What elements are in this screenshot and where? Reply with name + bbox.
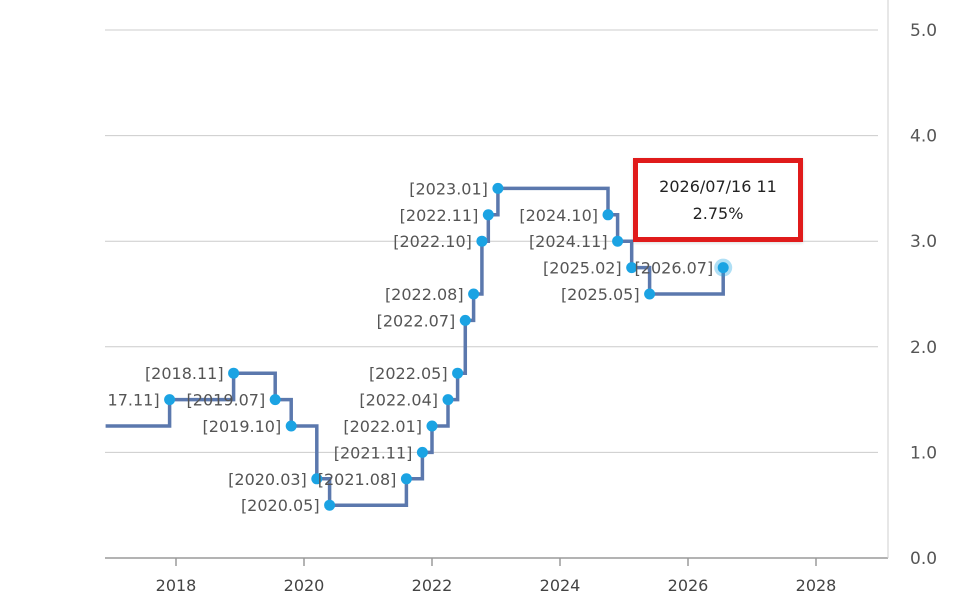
data-points: [164, 182, 733, 511]
data-point: [468, 288, 480, 300]
data-point: [602, 209, 614, 221]
y-axis-ticks: 0.0 1.0 2.0 3.0 4.0 5.0: [910, 21, 937, 569]
data-point-label: [2022.11]: [400, 206, 479, 225]
data-point-label: [2025.05]: [561, 285, 640, 304]
data-point-label: [2026.07]: [635, 259, 714, 278]
data-point: [476, 235, 488, 247]
y-tick-label: 4.0: [910, 127, 937, 147]
data-point: [400, 473, 412, 485]
data-point: [311, 473, 323, 485]
data-point-label: [2021.11]: [334, 443, 413, 462]
x-tick-label: 2028: [796, 576, 837, 595]
data-point-label: [2022.04]: [359, 391, 438, 410]
series-line: [105, 186, 725, 507]
y-tick-label: 5.0: [910, 21, 937, 41]
data-point: [269, 394, 281, 406]
data-point: [717, 262, 729, 274]
data-point-label: 17.11]: [108, 391, 160, 410]
y-tick-label: 0.0: [910, 549, 937, 569]
data-point-label: [2022.08]: [385, 285, 464, 304]
data-point: [285, 420, 297, 432]
data-point: [164, 394, 176, 406]
data-point: [416, 446, 428, 458]
data-point-label: [2021.08]: [318, 470, 397, 489]
x-tick-label: 2018: [156, 576, 197, 595]
data-point-label: [2022.10]: [393, 232, 472, 251]
data-point-label: [2022.07]: [377, 311, 456, 330]
tooltip-date: 2026/07/16 11: [659, 177, 777, 196]
data-point-label: [2020.03]: [228, 470, 307, 489]
data-point-label: [2024.10]: [519, 206, 598, 225]
data-point: [482, 209, 494, 221]
data-point-label: [2022.01]: [343, 417, 422, 436]
x-tick-label: 2020: [284, 576, 325, 595]
x-axis-ticks: 2018 2020 2022 2024 2026 2028: [156, 558, 837, 595]
data-point: [452, 367, 464, 379]
data-point: [626, 262, 638, 274]
data-point: [612, 235, 624, 247]
step-line: [105, 186, 725, 507]
axes: [105, 0, 889, 559]
y-tick-label: 2.0: [910, 338, 937, 358]
data-point-label: [2022.05]: [369, 364, 448, 383]
data-point-label: [2018.11]: [145, 364, 224, 383]
data-point: [644, 288, 656, 300]
data-point-label: [2020.05]: [241, 496, 320, 515]
data-point: [426, 420, 438, 432]
x-tick-label: 2024: [540, 576, 581, 595]
y-tick-label: 1.0: [910, 443, 937, 463]
hover-tooltip: 2026/07/16 11 2.75%: [633, 158, 803, 242]
data-point-label: [2025.02]: [543, 259, 622, 278]
data-point-label: [2023.01]: [409, 179, 488, 198]
data-point: [324, 499, 336, 511]
data-point: [459, 314, 471, 326]
data-point-label: [2019.07]: [187, 391, 266, 410]
x-tick-label: 2022: [412, 576, 453, 595]
data-point-label: [2019.10]: [203, 417, 282, 436]
grid-lines: [105, 29, 878, 453]
point-labels: 17.11] [2018.11] [2019.07] [2019.10] [2020.0…: [108, 179, 714, 515]
data-point: [442, 394, 454, 406]
tooltip-value: 2.75%: [692, 204, 744, 223]
data-point-label: [2024.11]: [529, 232, 608, 251]
y-tick-label: 3.0: [910, 232, 937, 252]
data-point: [228, 367, 240, 379]
x-tick-label: 2026: [668, 576, 709, 595]
data-point: [492, 182, 504, 194]
